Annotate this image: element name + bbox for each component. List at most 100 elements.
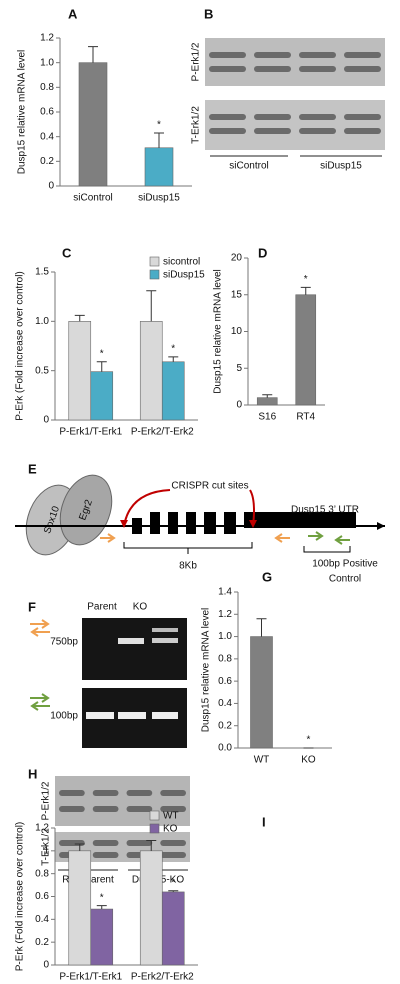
error-bar (262, 394, 273, 398)
blot-band (59, 790, 85, 796)
gel-image (82, 618, 187, 680)
blot-row-label: P-Erk1/2 (191, 42, 202, 81)
blot-band (344, 128, 381, 134)
blot-band (254, 52, 291, 58)
factor-shape (59, 474, 113, 546)
error-bar (88, 46, 98, 63)
bar (295, 294, 317, 406)
y-tick-label: 0.6 (40, 107, 54, 118)
blot-band (209, 66, 246, 72)
bar (90, 371, 114, 421)
arrow-head (377, 522, 385, 530)
blot-band (254, 66, 291, 72)
blot-band (299, 66, 336, 72)
bar (68, 321, 92, 421)
legend-swatch (149, 810, 160, 821)
bar (68, 850, 92, 966)
span-bracket (123, 542, 253, 554)
gel-band (118, 638, 144, 644)
error-bar (256, 618, 267, 637)
bar (139, 850, 163, 966)
y-tick-label: 0.4 (35, 914, 49, 925)
significance-mark: * (171, 343, 175, 354)
blot-group-label: siControl (229, 161, 268, 172)
bar (161, 361, 185, 421)
y-tick-label: 0 (236, 400, 242, 411)
panel-letter: G (262, 569, 272, 584)
primer-arrow (100, 533, 116, 543)
blot-band (126, 840, 153, 846)
y-tick-label: 0 (43, 960, 49, 971)
y-tick-label: 10 (231, 326, 243, 337)
blot-image (55, 776, 190, 826)
lane-label: KO (133, 602, 148, 613)
primer-arrow (308, 531, 350, 545)
legend-label: WT (163, 811, 179, 822)
x-tick-label: P-Erk2/T-Erk2 (131, 427, 194, 438)
primer-arrow (30, 619, 50, 637)
blot-group-label: siDusp15 (320, 161, 362, 172)
panel-letter: F (28, 599, 36, 614)
error-bar (96, 905, 107, 910)
gel-band (152, 638, 178, 643)
y-tick-label: 1.2 (40, 33, 54, 44)
blot-band (92, 852, 119, 858)
blot-band (160, 790, 186, 796)
gel-band (86, 712, 114, 719)
control-label: Control (329, 574, 361, 585)
legend-swatch (149, 823, 160, 834)
y-tick-label: 0.4 (40, 131, 54, 142)
y-tick-label: 0.2 (35, 937, 49, 948)
error-bar (74, 843, 85, 851)
significance-mark: * (171, 877, 175, 888)
blot-band (299, 128, 336, 134)
blot-band (126, 806, 153, 812)
span-label: 8Kb (179, 561, 197, 572)
error-bar (146, 290, 157, 322)
y-axis-label: Dusp15 relative mRNA level (17, 50, 28, 175)
bar (161, 891, 185, 966)
error-bar (300, 286, 311, 295)
panel-letter: E (28, 461, 37, 476)
legend-swatch (149, 269, 160, 280)
panel-letter: C (62, 245, 72, 260)
blot-band (299, 114, 336, 120)
blot-band (59, 840, 85, 846)
x-tick-label: RT4 (296, 412, 315, 423)
legend-label: siDusp15 (163, 270, 205, 281)
panel-letter: A (68, 6, 78, 21)
gel-band (152, 712, 178, 719)
significance-mark: * (304, 274, 308, 285)
y-tick-label: 1.0 (35, 316, 49, 327)
blot-band (59, 806, 85, 812)
y-tick-label: 1 (43, 845, 49, 856)
significance-mark: * (307, 735, 311, 746)
legend-label: KO (163, 824, 178, 835)
x-tick-label: S16 (258, 412, 276, 423)
bar (256, 397, 278, 406)
y-tick-label: 1.2 (218, 609, 232, 620)
gel-band (152, 628, 178, 632)
blot-band (209, 52, 246, 58)
y-tick-label: 0.8 (35, 868, 49, 879)
y-axis-label: Dusp15 relative mRNA level (213, 269, 224, 394)
bar (90, 908, 114, 966)
y-tick-label: 0.5 (35, 365, 49, 376)
x-tick-label: KO (301, 755, 316, 766)
panel-letter: D (258, 245, 267, 260)
panel-letter: B (204, 6, 213, 21)
y-axis-label: P-Erk (Fold increase over control) (15, 822, 26, 972)
error-bar (96, 361, 107, 372)
control-label: 100bp Positive (312, 559, 378, 570)
y-tick-label: 20 (231, 253, 243, 264)
y-tick-label: 1.4 (218, 587, 232, 598)
error-bar (154, 132, 164, 148)
error-bar (168, 890, 179, 892)
blot-row-label: P-Erk1/2 (41, 781, 52, 820)
bar (139, 321, 163, 421)
blot-band (209, 114, 246, 120)
panel-letter: H (28, 766, 37, 781)
gel-band (118, 712, 146, 719)
exons (132, 512, 356, 534)
bar (144, 147, 174, 187)
